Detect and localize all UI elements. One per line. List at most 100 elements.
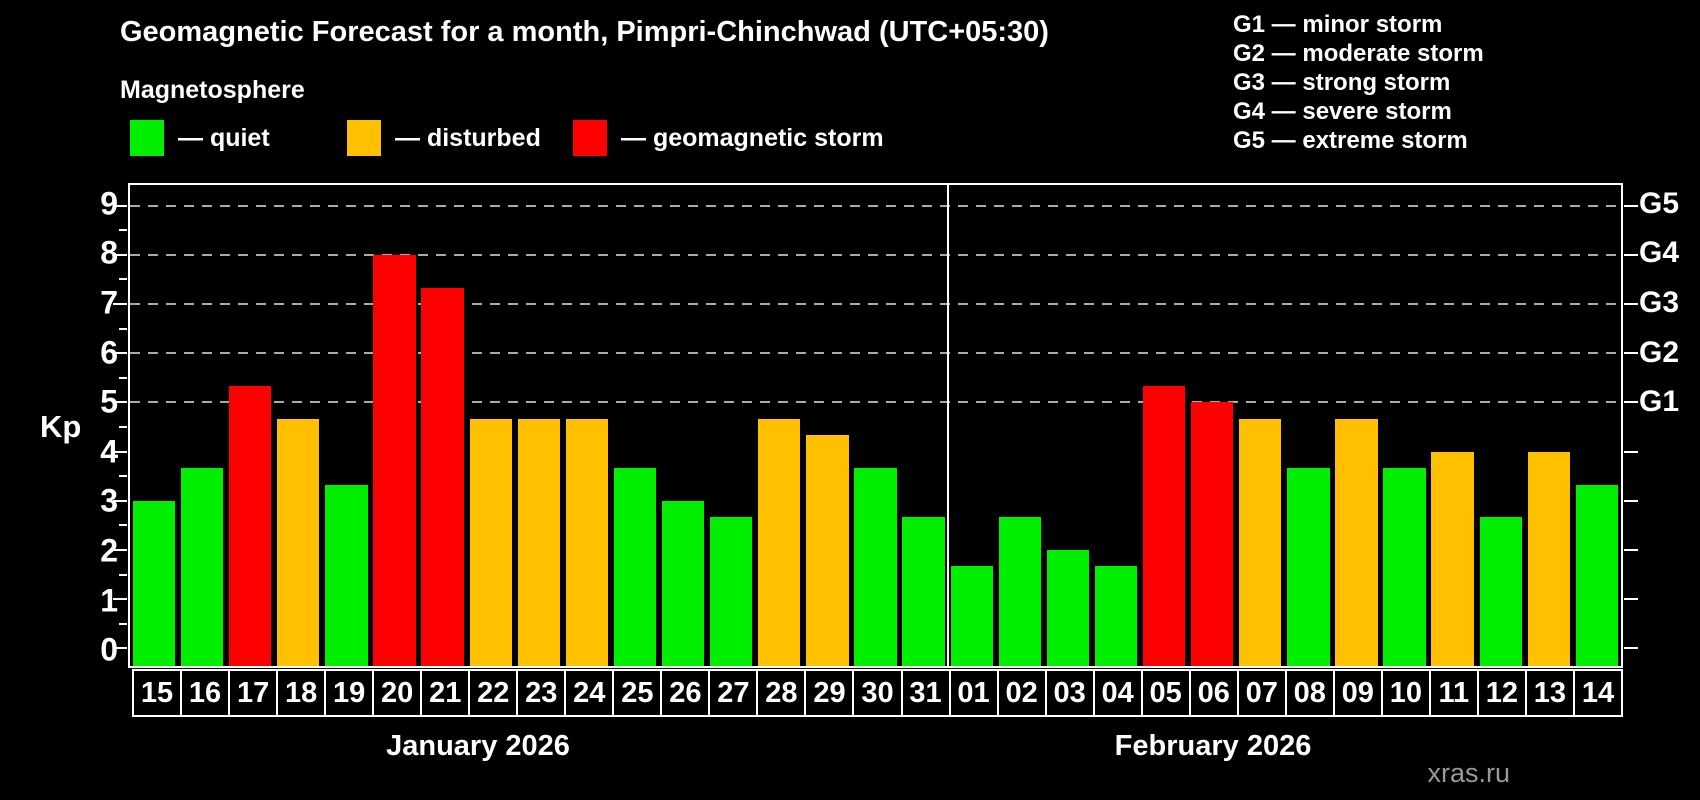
- storm-swatch: [573, 120, 607, 156]
- y-tick-label-2: 2: [100, 532, 118, 569]
- kp-bar-day-29: [806, 435, 849, 666]
- kp-bar-day-24: [565, 418, 609, 666]
- day-cell-27: 27: [708, 669, 759, 717]
- day-cell-17: 17: [228, 669, 279, 717]
- kp-bar-day-01: [950, 566, 993, 666]
- right-tick-kp7: [1624, 303, 1638, 306]
- watermark: xras.ru: [1427, 758, 1510, 788]
- day-cell-12: 12: [1476, 669, 1527, 717]
- kp-bar-day-02: [998, 516, 1041, 666]
- right-tick-kp5: [1624, 401, 1638, 404]
- y-axis-title: Kp: [40, 409, 82, 444]
- kp-bar-day-12: [1479, 516, 1522, 666]
- y-tick-label-8: 8: [100, 234, 118, 271]
- right-axis-label-g3: G3: [1639, 286, 1680, 319]
- day-cell-21: 21: [420, 669, 471, 717]
- left-tick-kp2: [113, 548, 127, 551]
- left-minor-tick-kp4.5: [119, 425, 127, 428]
- kp-bar-day-04: [1094, 566, 1138, 666]
- kp-bar-day-03: [1046, 549, 1090, 666]
- kp-bar-day-05: [1142, 386, 1186, 666]
- left-minor-tick-kp2.5: [119, 524, 127, 527]
- kp-bar-day-13: [1527, 451, 1570, 666]
- kp-bar-day-30: [854, 467, 897, 666]
- storm-scale-line-2: G2 — moderate storm: [1233, 40, 1484, 67]
- right-tick-kp6: [1624, 352, 1638, 355]
- day-cell-14: 14: [1572, 669, 1623, 717]
- day-cell-03: 03: [1044, 669, 1095, 717]
- month-labels: January 2026 February 2026: [0, 730, 1700, 770]
- left-minor-tick-kp1.5: [119, 573, 127, 576]
- disturbed-swatch: [347, 120, 381, 156]
- kp-bar-day-20: [373, 254, 416, 666]
- storm-scale-line-5: G5 — extreme storm: [1233, 127, 1468, 154]
- left-tick-kp7: [113, 303, 127, 306]
- right-tick-kp1: [1624, 598, 1638, 601]
- left-tick-kp6: [113, 352, 127, 355]
- day-axis: 15 16 17 18 19 20 21 22 23 24 25 26 27 28 29 30 31 01 02 03…: [132, 669, 1623, 717]
- right-axis-label-g2: G2: [1639, 335, 1680, 369]
- kp-bar-day-27: [710, 516, 753, 666]
- day-cell-01: 01: [948, 669, 999, 717]
- y-tick-label-9: 9: [100, 185, 118, 222]
- day-cell-25: 25: [612, 669, 663, 717]
- kp-bar-day-15: [132, 500, 176, 666]
- day-cell-13: 13: [1524, 669, 1575, 717]
- kp-bar-day-21: [421, 287, 464, 666]
- legend-item-quiet: — quiet: [130, 120, 270, 156]
- right-tick-kp4: [1624, 450, 1638, 453]
- day-cell-08: 08: [1284, 669, 1335, 717]
- gridline-kp5: [130, 401, 1621, 404]
- legend-item-label: — quiet: [178, 123, 270, 152]
- y-axis-labels: 0 1 2 3 4 5 6 7 8 9: [0, 183, 118, 668]
- page-title: Geomagnetic Forecast for a month, Pimpri…: [120, 16, 1049, 48]
- y-tick-label-5: 5: [100, 383, 118, 420]
- day-cell-07: 07: [1236, 669, 1287, 717]
- y-tick-label-4: 4: [100, 433, 118, 470]
- quiet-swatch: [130, 120, 164, 156]
- kp-bar-day-14: [1575, 484, 1619, 666]
- legend-item-label: — disturbed: [395, 123, 541, 152]
- left-tick-kp5: [113, 401, 127, 404]
- left-minor-tick-kp7.5: [119, 278, 127, 281]
- y-tick-label-6: 6: [100, 334, 118, 371]
- kp-bar-day-17: [229, 386, 272, 666]
- left-minor-tick-kp6.5: [119, 327, 127, 330]
- day-cell-05: 05: [1140, 669, 1191, 717]
- right-axis-labels: G5 G4 G3 G2 G1: [1639, 183, 1699, 668]
- legend-item-disturbed: — disturbed: [347, 120, 541, 156]
- kp-bar-day-22: [469, 418, 512, 666]
- left-minor-tick-kp0.5: [119, 622, 127, 625]
- kp-bar-day-31: [902, 516, 945, 666]
- right-axis-label-g5: G5: [1639, 186, 1680, 220]
- kp-bar-day-10: [1383, 467, 1426, 666]
- right-tick-kp3: [1624, 499, 1638, 502]
- right-axis-label-g4: G4: [1639, 236, 1680, 270]
- gridline-kp6: [130, 352, 1621, 355]
- day-cell-22: 22: [468, 669, 519, 717]
- kp-bar-day-25: [613, 467, 657, 666]
- day-cell-09: 09: [1332, 669, 1383, 717]
- right-tick-kp8: [1624, 253, 1638, 256]
- day-cell-28: 28: [756, 669, 807, 717]
- day-cell-31: 31: [900, 669, 951, 717]
- day-cell-18: 18: [276, 669, 327, 717]
- magnetosphere-label: Magnetosphere: [120, 76, 305, 104]
- day-cell-06: 06: [1188, 669, 1239, 717]
- day-cell-23: 23: [516, 669, 567, 717]
- kp-bar-day-07: [1239, 418, 1282, 666]
- kp-bar-day-11: [1431, 451, 1474, 666]
- day-cell-20: 20: [372, 669, 423, 717]
- storm-scale-legend: G1 — minor storm G2 — moderate storm G3 — …: [1233, 10, 1484, 155]
- kp-bar-day-19: [325, 484, 368, 666]
- legend-item-storm: — geomagnetic storm: [573, 120, 884, 156]
- y-tick-label-0: 0: [100, 631, 118, 668]
- storm-scale-line-4: G4 — severe storm: [1233, 98, 1452, 125]
- right-tick-kp2: [1624, 548, 1638, 551]
- day-cell-02: 02: [996, 669, 1047, 717]
- left-tick-kp1: [113, 598, 127, 601]
- month-label-2: February 2026: [1114, 730, 1312, 762]
- left-minor-tick-kp3.5: [119, 475, 127, 478]
- day-cell-30: 30: [852, 669, 903, 717]
